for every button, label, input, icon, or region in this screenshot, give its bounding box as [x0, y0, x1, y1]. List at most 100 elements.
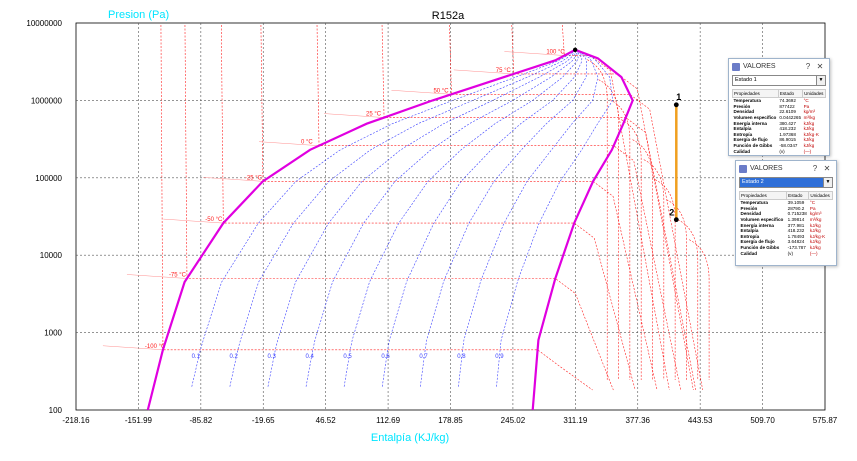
- window-titlebar[interactable]: VALORES ? ✕: [736, 161, 836, 176]
- isotherm-liquid-segment: [324, 113, 385, 118]
- isotherm-liquid-segment: [453, 69, 514, 75]
- table-row: Calidad (v) (—): [733, 148, 826, 154]
- quality-label: 0.2: [230, 354, 239, 360]
- property-name: Exergía de flujo: [733, 137, 768, 143]
- close-button[interactable]: ✕: [823, 164, 831, 173]
- quality-line: [420, 49, 588, 387]
- property-value: (v): [787, 250, 793, 256]
- chevron-down-icon[interactable]: ▼: [823, 178, 832, 187]
- property-unit: kJ/kg: [803, 120, 815, 126]
- y-tick-label: 100000: [35, 174, 62, 183]
- property-name: Calidad: [733, 148, 751, 154]
- property-unit: (—): [803, 148, 812, 154]
- property-name: Temperatura: [733, 98, 762, 104]
- property-name: Energía interna: [733, 120, 767, 126]
- isotherm-line: [316, 24, 682, 391]
- isotherm-line: [632, 139, 653, 380]
- isotherm-liquid-segment: [102, 345, 163, 351]
- property-unit: kJ/kg·K: [809, 233, 826, 239]
- app-icon: [739, 164, 747, 173]
- property-value: 1.39814: [787, 217, 805, 223]
- isotherm-liquid-segment: [126, 274, 187, 279]
- table-row: Densidad 0.715238 kg/m³: [740, 211, 833, 217]
- col-header: Estado: [786, 191, 810, 200]
- property-name: Volumen específico: [740, 217, 784, 223]
- isotherm-line: [449, 24, 704, 391]
- state-select[interactable]: Estado 1 ▼: [732, 75, 826, 86]
- y-tick-label: 1000000: [31, 96, 63, 105]
- x-axis-ticks: -218.16 -151.99 -85.82 -19.65 46.52 112.69 178…: [62, 416, 837, 425]
- help-button[interactable]: ?: [805, 62, 811, 71]
- property-value: 86.9015: [779, 137, 796, 143]
- table-row: Exergía de flujo 3.64824 kJ/kg: [740, 239, 833, 245]
- property-unit: kJ/kg: [803, 126, 815, 132]
- state-select[interactable]: Estado 2 ▼: [739, 177, 833, 188]
- x-tick-label: -85.82: [189, 416, 212, 425]
- isotherm-line: [643, 159, 665, 380]
- window-title: VALORES: [743, 63, 776, 70]
- table-row: Calidad (v) (—): [740, 250, 833, 256]
- valores-window-2[interactable]: VALORES ? ✕ Estado 2 ▼ Propiedades Estad…: [735, 160, 837, 266]
- isotherm-label: 100 °C: [546, 50, 565, 56]
- table-row: Función de Gibbs -58.0347 kJ/kg: [733, 143, 826, 149]
- x-tick-label: 443.53: [688, 416, 713, 425]
- col-header: Unidades: [808, 191, 833, 200]
- property-name: Temperatura: [740, 200, 769, 206]
- property-name: Presión: [733, 103, 751, 109]
- property-name: Entropía: [733, 131, 753, 137]
- property-value: 0.715238: [787, 211, 807, 217]
- property-value: 0.0442265: [779, 115, 802, 121]
- window-titlebar[interactable]: VALORES ? ✕: [729, 59, 829, 74]
- property-unit: kJ/kg: [809, 245, 821, 251]
- isotherm-label: 0 °C: [301, 140, 313, 146]
- quality-line: [343, 49, 579, 387]
- state-select-value: Estado 1: [735, 77, 757, 83]
- critical-point: [572, 47, 578, 53]
- table-row: Exergía de flujo 86.9015 kJ/kg: [733, 137, 826, 143]
- table-row: Entalpía 418.232 kJ/kg: [740, 228, 833, 234]
- quality-line: [305, 49, 576, 387]
- y-tick-label: 1000: [44, 329, 62, 338]
- saturated-liquid-curve: [146, 48, 576, 411]
- property-value: 3.64824: [787, 239, 805, 245]
- property-unit: kJ/kg: [803, 143, 815, 149]
- quality-label: 0.7: [419, 354, 428, 360]
- quality-line: [191, 49, 576, 387]
- property-value: 877422: [779, 103, 795, 109]
- isotherm-liquid-segment: [259, 141, 320, 146]
- isotherm-liquid-segment: [163, 218, 224, 224]
- properties-table: Propiedades Estado Unidades Temperatura 7…: [732, 89, 826, 154]
- table-row: Volumen específico 1.39814 m³/kg: [740, 217, 833, 223]
- y-tick-label: 10000000: [26, 19, 62, 28]
- property-unit: kg/m³: [809, 211, 822, 217]
- isotherm-line: [184, 24, 614, 391]
- col-header: Propiedades: [732, 89, 779, 98]
- valores-window-1[interactable]: VALORES ? ✕ Estado 1 ▼ Propiedades Estad…: [728, 58, 830, 156]
- property-name: Entalpía: [733, 126, 752, 132]
- y-tick-label: 10000: [40, 251, 63, 260]
- quality-label: 0.4: [305, 354, 314, 360]
- quality-label: 0.9: [495, 354, 504, 360]
- col-header: Propiedades: [738, 191, 788, 200]
- property-value: 22.6109: [779, 109, 796, 115]
- quality-label: 0.1: [192, 354, 201, 360]
- quality-line: [496, 49, 613, 387]
- isotherm-line: [587, 59, 608, 380]
- property-name: Calidad: [740, 250, 758, 256]
- property-value: -58.0347: [779, 143, 798, 149]
- property-unit: kg/m³: [803, 109, 816, 115]
- table-row: Presión 877422 Pa: [733, 104, 826, 110]
- col-header: Unidades: [802, 89, 826, 98]
- app-icon: [732, 62, 740, 71]
- quality-label: 0.6: [381, 354, 390, 360]
- property-name: Energía interna: [740, 222, 774, 228]
- chevron-down-icon[interactable]: ▼: [816, 76, 825, 85]
- isotherm-label: -50 °C: [205, 217, 223, 223]
- close-button[interactable]: ✕: [816, 62, 824, 71]
- help-button[interactable]: ?: [812, 164, 818, 173]
- property-value: (v): [779, 148, 785, 154]
- property-unit: (—): [809, 250, 818, 256]
- property-value: 418.232: [787, 228, 805, 234]
- property-name: Densidad: [740, 211, 762, 217]
